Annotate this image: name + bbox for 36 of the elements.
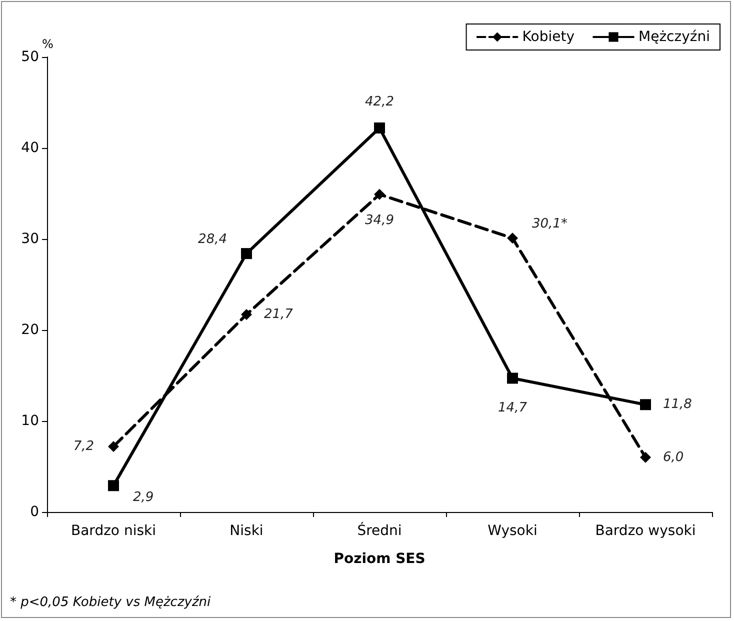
x-tick-label: Średni (357, 522, 402, 539)
y-tick-label: 20 (21, 322, 39, 338)
y-tick-label: 0 (30, 504, 39, 520)
data-label: 11,8 (663, 397, 692, 412)
x-tick-label: Bardzo wysoki (595, 523, 696, 539)
data-label: 6,0 (663, 450, 684, 465)
y-tick-label: 50 (21, 49, 39, 65)
x-tick-label: Niski (230, 523, 264, 539)
data-label: 21,7 (264, 307, 294, 322)
point (108, 440, 119, 452)
y-tick-label: 30 (21, 231, 39, 247)
point (507, 372, 518, 384)
x-tick-label: Wysoki (488, 523, 538, 539)
y-axis-title: % (42, 37, 54, 51)
data-label: 34,9 (365, 212, 394, 228)
data-label: 7,2 (73, 438, 94, 454)
x-tick-label: Bardzo niski (71, 523, 156, 539)
x-axis-title: Poziom SES (334, 551, 426, 567)
point (640, 399, 651, 410)
data-label: 2,9 (133, 490, 154, 506)
point (374, 188, 385, 200)
data-label: 42,2 (365, 94, 394, 110)
legend-label: Mężczyźni (638, 29, 710, 45)
data-label: 14,7 (498, 400, 528, 416)
point (640, 452, 651, 463)
data-label: 28,4 (198, 232, 227, 248)
y-tick-label: 40 (21, 140, 39, 156)
point (108, 480, 119, 492)
legend-label: Kobiety (522, 29, 575, 45)
text: * p<0,05 Kobiety vs Mężczyźni (10, 595, 212, 610)
point (374, 122, 385, 134)
y-tick-label: 10 (21, 413, 39, 429)
point (241, 248, 252, 260)
point (507, 232, 518, 244)
point (241, 309, 252, 320)
data-label: 30,1* (532, 216, 568, 232)
